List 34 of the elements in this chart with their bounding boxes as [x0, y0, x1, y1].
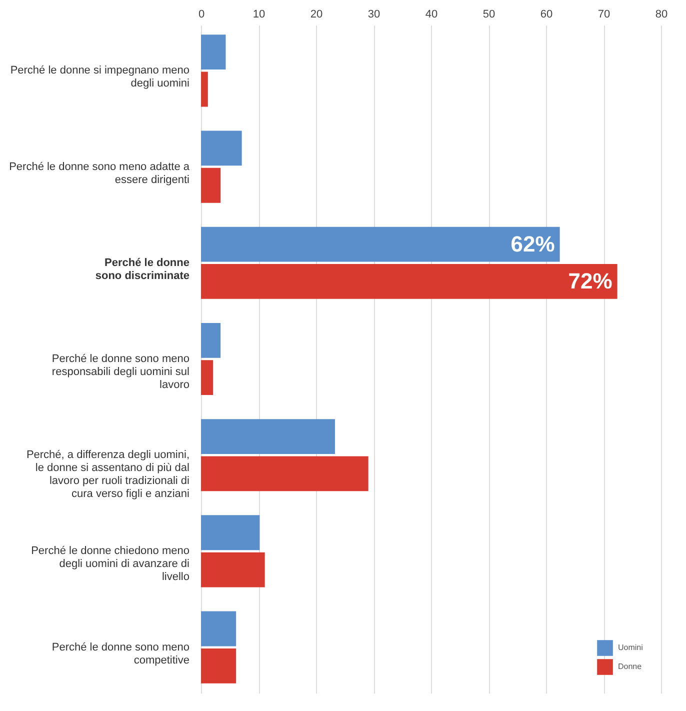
y-tick-label: Perché le donne sono meno responsabili degli uomini sul lavoro [52, 353, 190, 391]
x-tick-label: 30 [368, 8, 380, 20]
y-tick-label: Perché le donne chiedono meno degli uomini di avanzare di livello [31, 545, 190, 584]
bar [201, 648, 236, 684]
bar [201, 515, 260, 550]
legend-label: Donne [618, 662, 642, 671]
x-tick-label: 0 [198, 8, 205, 20]
y-tick-label: Perché le donne sono meno competitive [52, 641, 190, 666]
bar [201, 322, 221, 358]
bar [201, 264, 618, 299]
x-tick-label: 10 [252, 8, 266, 20]
bar [201, 552, 265, 588]
bar [201, 72, 208, 107]
bar [201, 130, 242, 166]
x-tick-label: 80 [655, 8, 668, 20]
y-tick-label: Perché, a differenza degli uomini, le donne si assentano di più dal lavoro per ruoli tradizionali di cura verso figli e anziani [26, 449, 190, 500]
bar [201, 34, 226, 70]
bar [201, 168, 221, 203]
data-label: 72% [568, 268, 612, 294]
y-tick-label: Perché le donne si impegnano meno degli uomini [10, 64, 190, 90]
x-tick-label: 20 [310, 8, 323, 20]
x-tick-label: 40 [425, 8, 438, 20]
x-tick-label: 50 [482, 8, 496, 20]
bar [201, 611, 236, 646]
data-label: 62% [510, 231, 555, 256]
bar [201, 226, 560, 262]
bar [201, 419, 335, 454]
x-tick-label: 60 [540, 8, 553, 20]
bar [201, 360, 214, 396]
y-tick-label: Perché le donne sono meno adatte a essere dirigenti [9, 160, 190, 186]
bar [201, 456, 368, 492]
x-tick-label: 70 [598, 8, 610, 20]
y-tick-label: Perché le donne sono discriminate [95, 256, 190, 282]
legend-label: Uomini [618, 643, 644, 652]
